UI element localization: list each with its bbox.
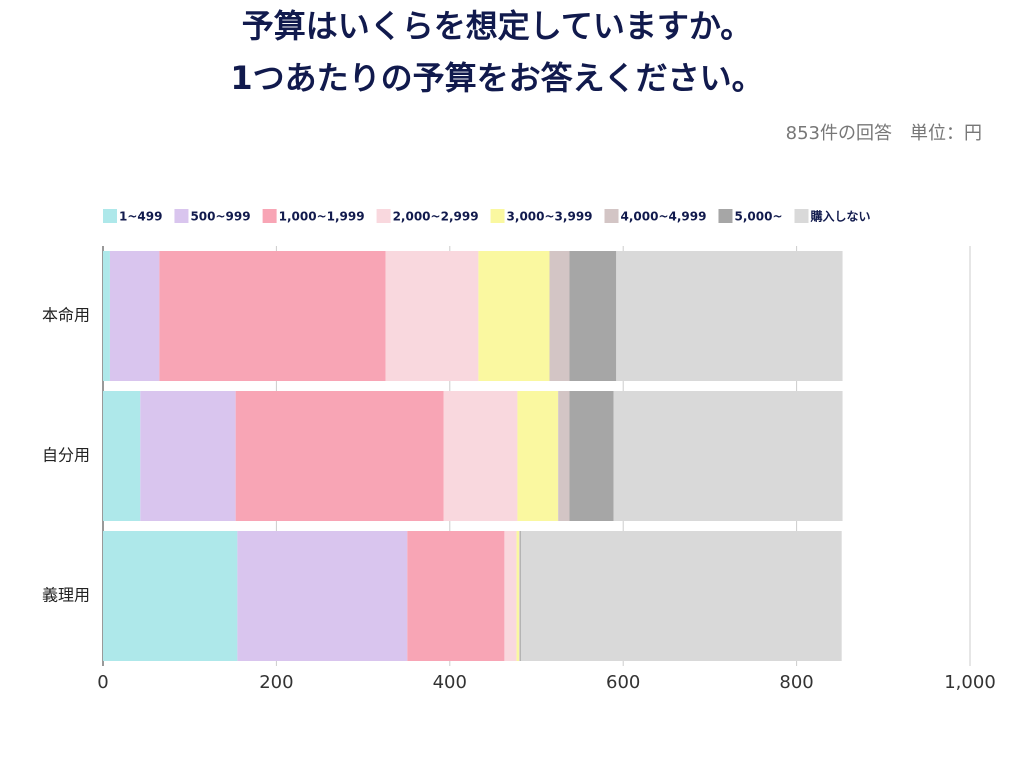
bar-segment	[237, 531, 408, 661]
bar-segment	[616, 251, 843, 381]
x-tick-label: 0	[97, 672, 108, 693]
bar-segment	[569, 391, 614, 521]
chart-subtitle: 853件の回答 単位：円	[786, 123, 982, 144]
bar-segment	[569, 251, 617, 381]
legend-label: 4,000~4,999	[621, 210, 707, 224]
legend-swatch	[262, 209, 277, 223]
bar-segment	[478, 251, 550, 381]
legend-swatch	[794, 209, 809, 223]
legend-label: 2,000~2,999	[393, 210, 479, 224]
legend-swatch	[376, 209, 391, 223]
bar-segment	[519, 531, 521, 661]
bar-segment	[613, 391, 843, 521]
x-tick-label: 400	[433, 672, 467, 693]
bar-segment	[517, 391, 559, 521]
legend-label: 3,000~3,999	[507, 210, 593, 224]
legend-label: 5,000~	[734, 210, 782, 224]
legend-swatch	[103, 209, 117, 223]
x-tick-label: 200	[259, 672, 293, 693]
bar-segment	[109, 251, 160, 381]
bar-segment	[140, 391, 236, 521]
bar-segment	[159, 251, 386, 381]
bar-segment	[385, 251, 479, 381]
bar-segment	[558, 391, 570, 521]
x-tick-label: 1,000	[944, 672, 996, 693]
legend-label: 500~999	[190, 210, 250, 224]
legend-label: 購入しない	[810, 209, 871, 224]
legend-swatch	[604, 209, 619, 223]
y-tick-label: 本命用	[42, 306, 90, 325]
x-tick-label: 800	[779, 672, 813, 693]
legend-swatch	[174, 209, 189, 223]
bar-segment	[504, 531, 517, 661]
bar-segment	[549, 251, 570, 381]
bar-segment	[520, 531, 521, 661]
bar-segment	[103, 531, 238, 661]
legend-label: 1,000~1,999	[279, 210, 365, 224]
bar-segment	[520, 531, 842, 661]
legend-label: 1~499	[119, 210, 162, 224]
y-tick-label: 義理用	[42, 586, 90, 605]
legend-swatch	[490, 209, 505, 223]
legend-swatch	[718, 209, 733, 223]
bar-segment	[516, 531, 520, 661]
x-tick-label: 600	[606, 672, 640, 693]
chart-title: 予算はいくらを想定していますか。	[242, 7, 752, 45]
bar-segment	[407, 531, 505, 661]
chart-title: 1つあたりの予算をお答えください。	[230, 59, 763, 97]
bar-segment	[103, 251, 110, 381]
y-tick-label: 自分用	[42, 446, 90, 465]
bar-segment	[235, 391, 444, 521]
bar-segment	[443, 391, 518, 521]
bar-segment	[103, 391, 141, 521]
